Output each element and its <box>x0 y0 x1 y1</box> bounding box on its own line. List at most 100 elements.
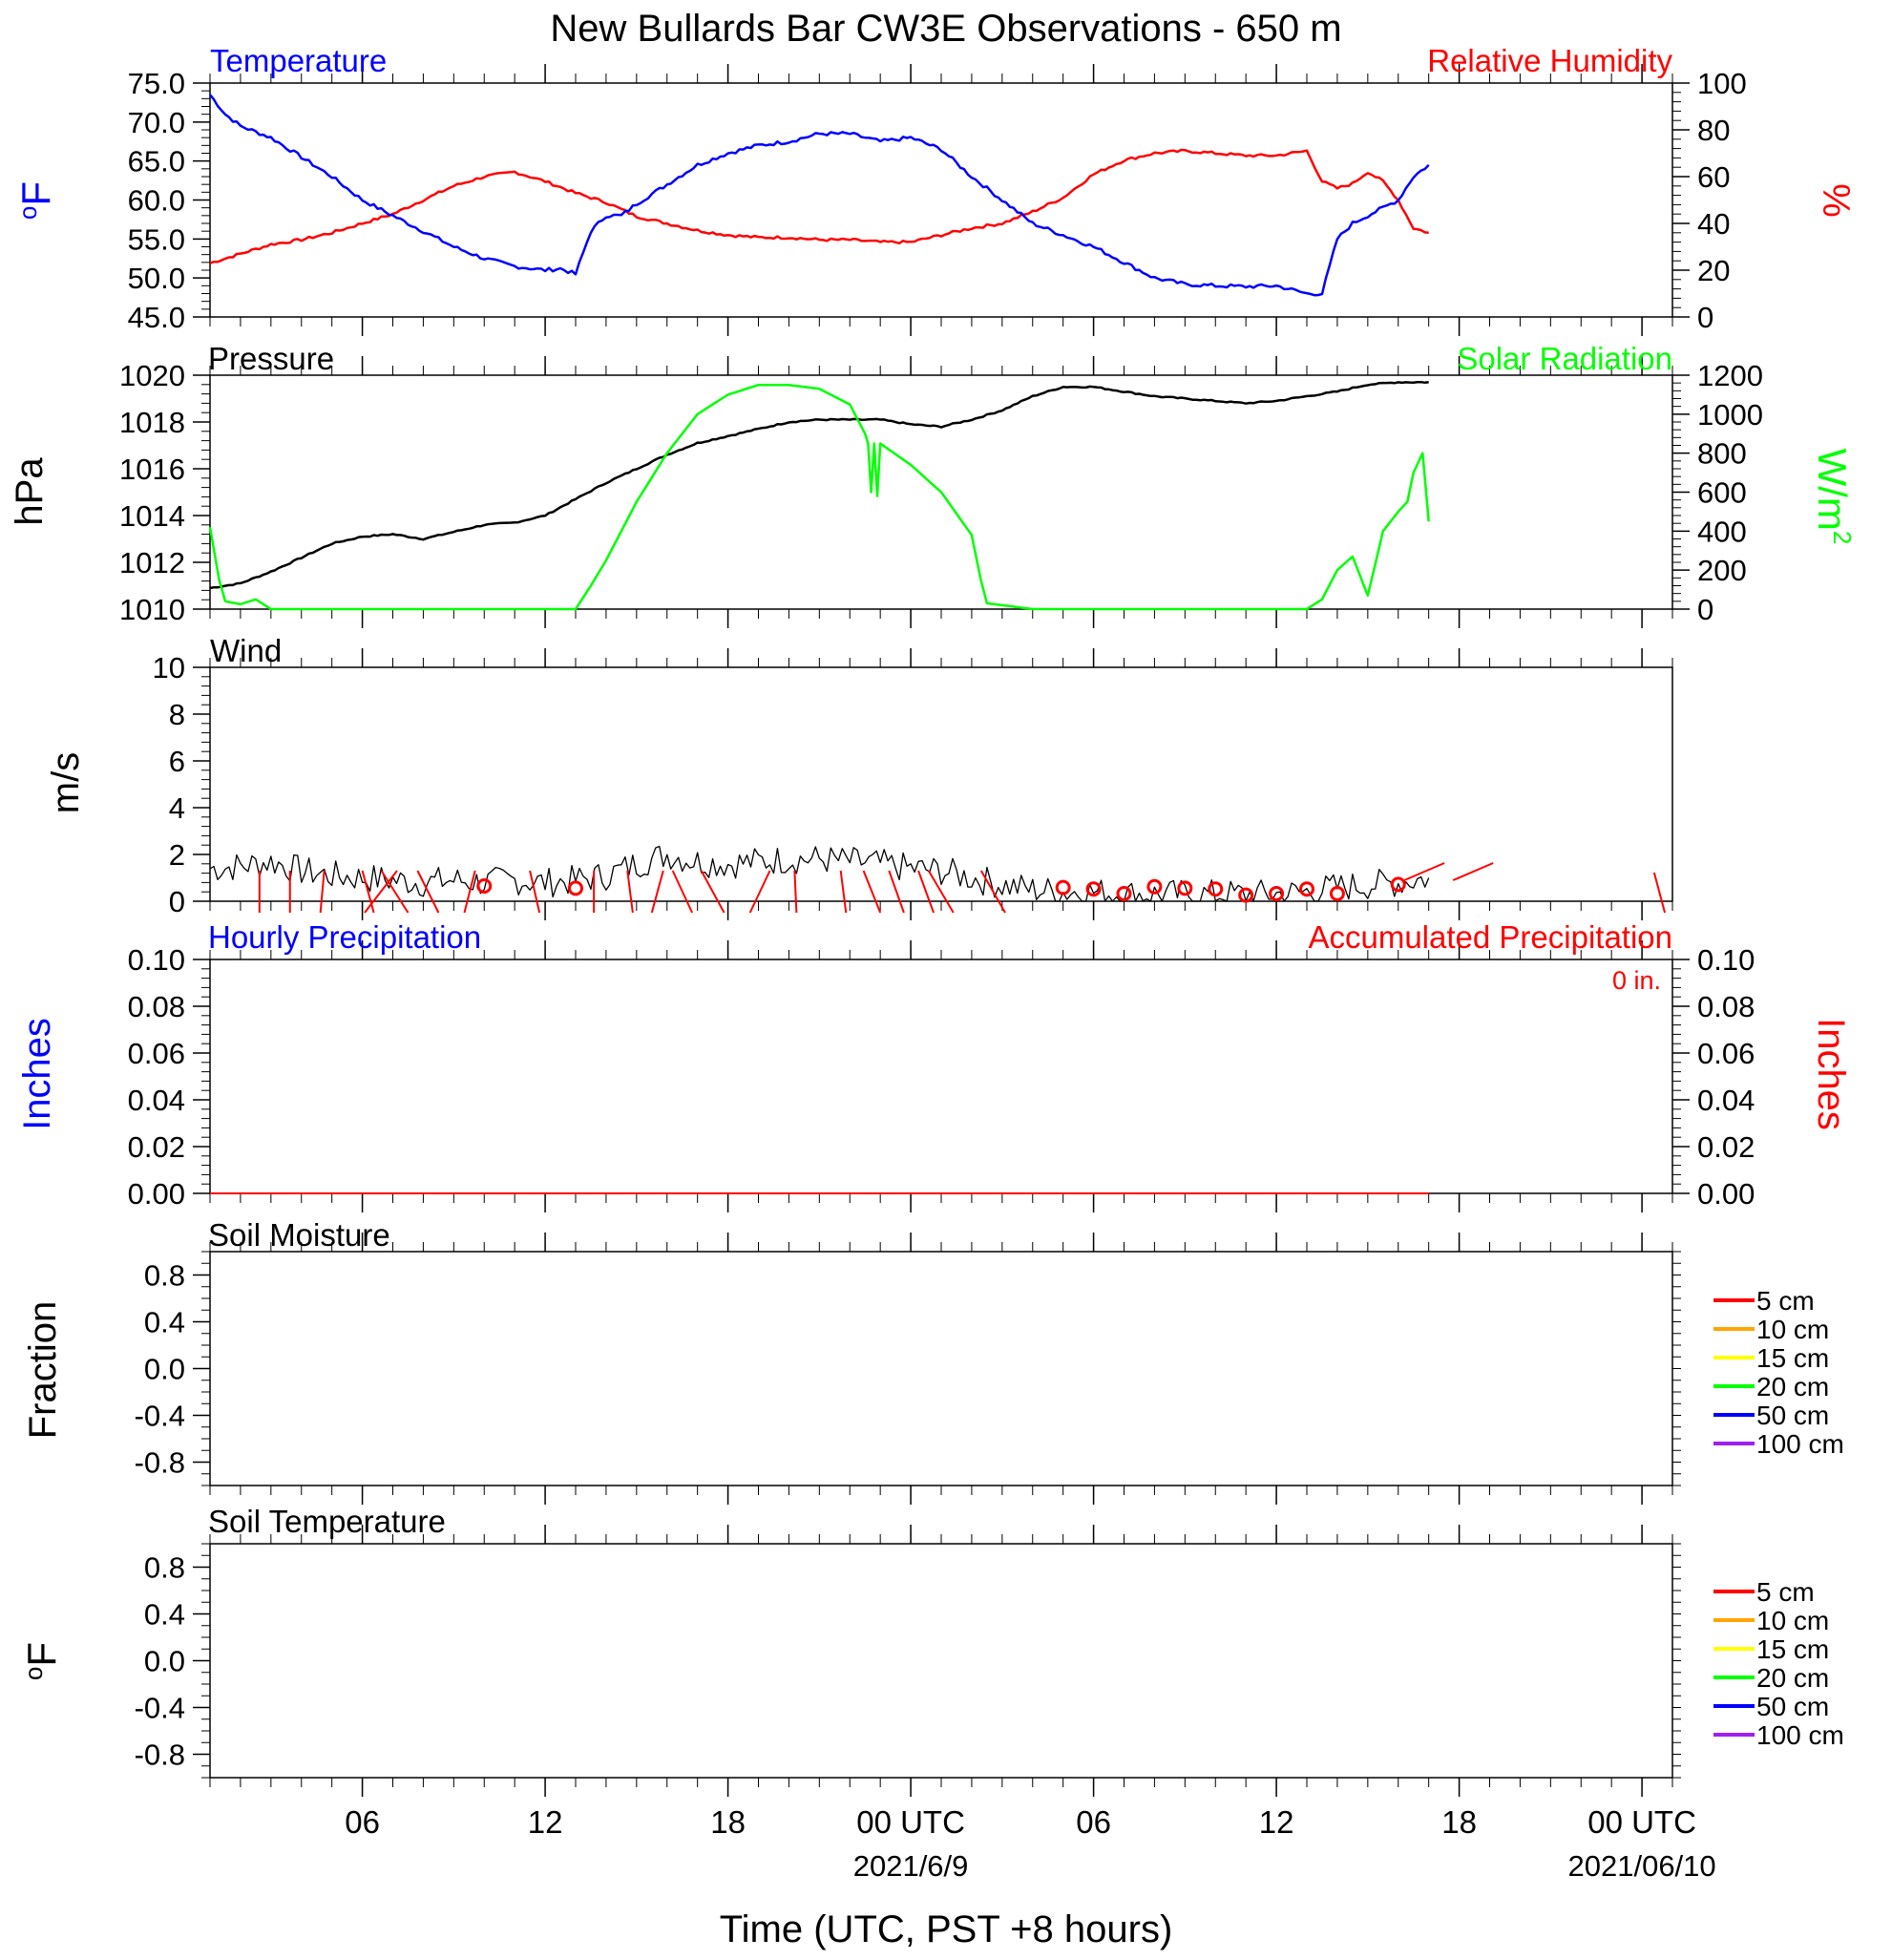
solar-radiation-line <box>208 383 1430 611</box>
soil-temp-legend-label: 50 cm <box>1756 1692 1829 1721</box>
wind-tick-label: 2 <box>169 838 185 872</box>
humidity-title: Relative Humidity <box>1427 43 1672 78</box>
temperature-title: Temperature <box>210 43 387 78</box>
soil-temp-tick-label: 0.0 <box>144 1645 185 1678</box>
plot-frame-temp <box>209 82 1673 318</box>
wind-direction-barb <box>380 870 410 914</box>
x-date-label: 2021/6/9 <box>853 1849 969 1883</box>
soil-moisture-legend-label: 50 cm <box>1756 1401 1829 1430</box>
wind-direction-barb <box>1452 862 1494 881</box>
rh-tick-label: 60 <box>1697 160 1730 194</box>
precip-accum-unit: Inches <box>1810 1018 1852 1130</box>
precip-accum-tick-label: 0.04 <box>1697 1084 1755 1117</box>
wind-direction-barb <box>463 870 476 914</box>
soil-temp-tick-label: -0.4 <box>135 1692 185 1725</box>
temp-tick-label: 55.0 <box>128 222 185 256</box>
x-tick-label: 12 <box>1259 1804 1294 1840</box>
calm-wind-circle <box>1329 886 1345 901</box>
accum-precip-total: 0 in. <box>1612 966 1661 995</box>
solar-unit: W/m2 <box>1810 449 1857 545</box>
soil-moisture-legend-label: 100 cm <box>1756 1429 1844 1459</box>
rh-tick-label: 20 <box>1697 254 1730 287</box>
soil-temp-legend-label: 5 cm <box>1756 1577 1815 1607</box>
accum-precip-title: Accumulated Precipitation <box>1308 919 1672 955</box>
pressure-tick-label: 1020 <box>119 359 185 392</box>
precip-hourly-tick-label: 0.04 <box>128 1084 185 1117</box>
soil-moisture-legend-label: 5 cm <box>1756 1286 1815 1316</box>
soil-moisture-tick-label: -0.4 <box>135 1400 185 1433</box>
calm-wind-circle <box>1055 879 1071 896</box>
soil-moisture-legend-label: 10 cm <box>1756 1315 1829 1344</box>
plot-frame-soil-temp <box>209 1543 1673 1779</box>
calm-wind-circle <box>476 878 493 894</box>
wind-direction-barb <box>529 870 541 914</box>
solar-tick-label: 1000 <box>1697 398 1763 432</box>
wind-direction-barb <box>862 870 882 914</box>
plot-frame-precip <box>209 959 1673 1194</box>
wind-direction-barb <box>319 870 326 914</box>
precip-hourly-tick-label: 0.10 <box>128 943 185 977</box>
calm-wind-circle <box>1208 881 1224 897</box>
precip-hourly-tick-label: 0.06 <box>128 1037 185 1070</box>
pressure-tick-label: 1014 <box>119 499 185 533</box>
temp-tick-label: 45.0 <box>128 301 185 334</box>
calm-wind-circle <box>1146 878 1163 895</box>
solar-tick-label: 400 <box>1697 515 1747 548</box>
x-tick-label: 06 <box>345 1804 380 1840</box>
soil-moisture-legend-label: 15 cm <box>1756 1343 1829 1373</box>
temp-tick-label: 60.0 <box>128 184 185 218</box>
temperature-line <box>209 94 1430 297</box>
solar-tick-label: 800 <box>1697 437 1747 471</box>
calm-wind-circle <box>1390 876 1406 893</box>
precip-accum-tick-label: 0.02 <box>1697 1130 1755 1164</box>
wind-direction-barb <box>839 870 848 914</box>
soil-moisture-tick-label: 0.8 <box>144 1259 185 1293</box>
wind-tick-label: 8 <box>169 698 185 731</box>
soil-temp-legend-label: 10 cm <box>1756 1606 1829 1635</box>
pressure-tick-label: 1012 <box>119 546 185 580</box>
pressure-title: Pressure <box>208 341 334 376</box>
wind-speed-line <box>209 845 1430 902</box>
solar-tick-label: 200 <box>1697 554 1747 587</box>
x-tick-label: 18 <box>710 1804 746 1840</box>
precip-accum-tick-label: 0.00 <box>1697 1177 1755 1211</box>
rh-tick-label: 0 <box>1697 301 1713 334</box>
wind-title: Wind <box>210 633 282 668</box>
solar-tick-label: 600 <box>1697 476 1747 510</box>
wind-direction-barb <box>626 870 634 914</box>
wind-unit: m/s <box>45 752 87 813</box>
x-axis-title: Time (UTC, PST +8 hours) <box>720 1908 1173 1950</box>
rh-tick-label: 100 <box>1697 67 1747 100</box>
wind-tick-label: 10 <box>153 651 185 685</box>
soil-temp-tick-label: 0.4 <box>144 1598 185 1632</box>
pressure-tick-label: 1010 <box>119 593 185 626</box>
calm-wind-circle <box>1177 880 1193 896</box>
precip-hourly-tick-label: 0.00 <box>128 1177 185 1211</box>
precip-hourly-tick-label: 0.08 <box>128 990 185 1023</box>
solar-tick-label: 1200 <box>1697 359 1763 392</box>
pressure-unit: hPa <box>9 457 51 526</box>
soil-temp-legend-label: 15 cm <box>1756 1634 1829 1664</box>
wind-direction-barb <box>1403 862 1445 881</box>
calm-wind-circle <box>1116 886 1132 901</box>
pressure-line <box>209 380 1429 590</box>
solar-tick-label: 0 <box>1697 593 1713 626</box>
precip-hourly-unit: Inches <box>16 1018 58 1130</box>
rh-unit: % <box>1815 183 1857 218</box>
calm-wind-circle <box>1238 887 1254 903</box>
rh-tick-label: 80 <box>1697 114 1730 147</box>
precip-accum-tick-label: 0.10 <box>1697 943 1755 977</box>
temp-tick-label: 75.0 <box>128 67 185 100</box>
soil-temp-legend-label: 20 cm <box>1756 1663 1829 1693</box>
plot-frame-soil-moisture <box>209 1251 1673 1486</box>
wind-direction-barb <box>927 870 955 914</box>
wind-direction-barb <box>1652 872 1667 914</box>
x-tick-label: 18 <box>1441 1804 1477 1840</box>
rh-tick-label: 40 <box>1697 207 1730 241</box>
precip-hourly-tick-label: 0.02 <box>128 1130 185 1164</box>
x-tick-label: 06 <box>1076 1804 1111 1840</box>
x-tick-label: 00 UTC <box>856 1804 965 1840</box>
calm-wind-circle <box>1299 881 1314 897</box>
wind-direction-barb <box>917 870 935 914</box>
